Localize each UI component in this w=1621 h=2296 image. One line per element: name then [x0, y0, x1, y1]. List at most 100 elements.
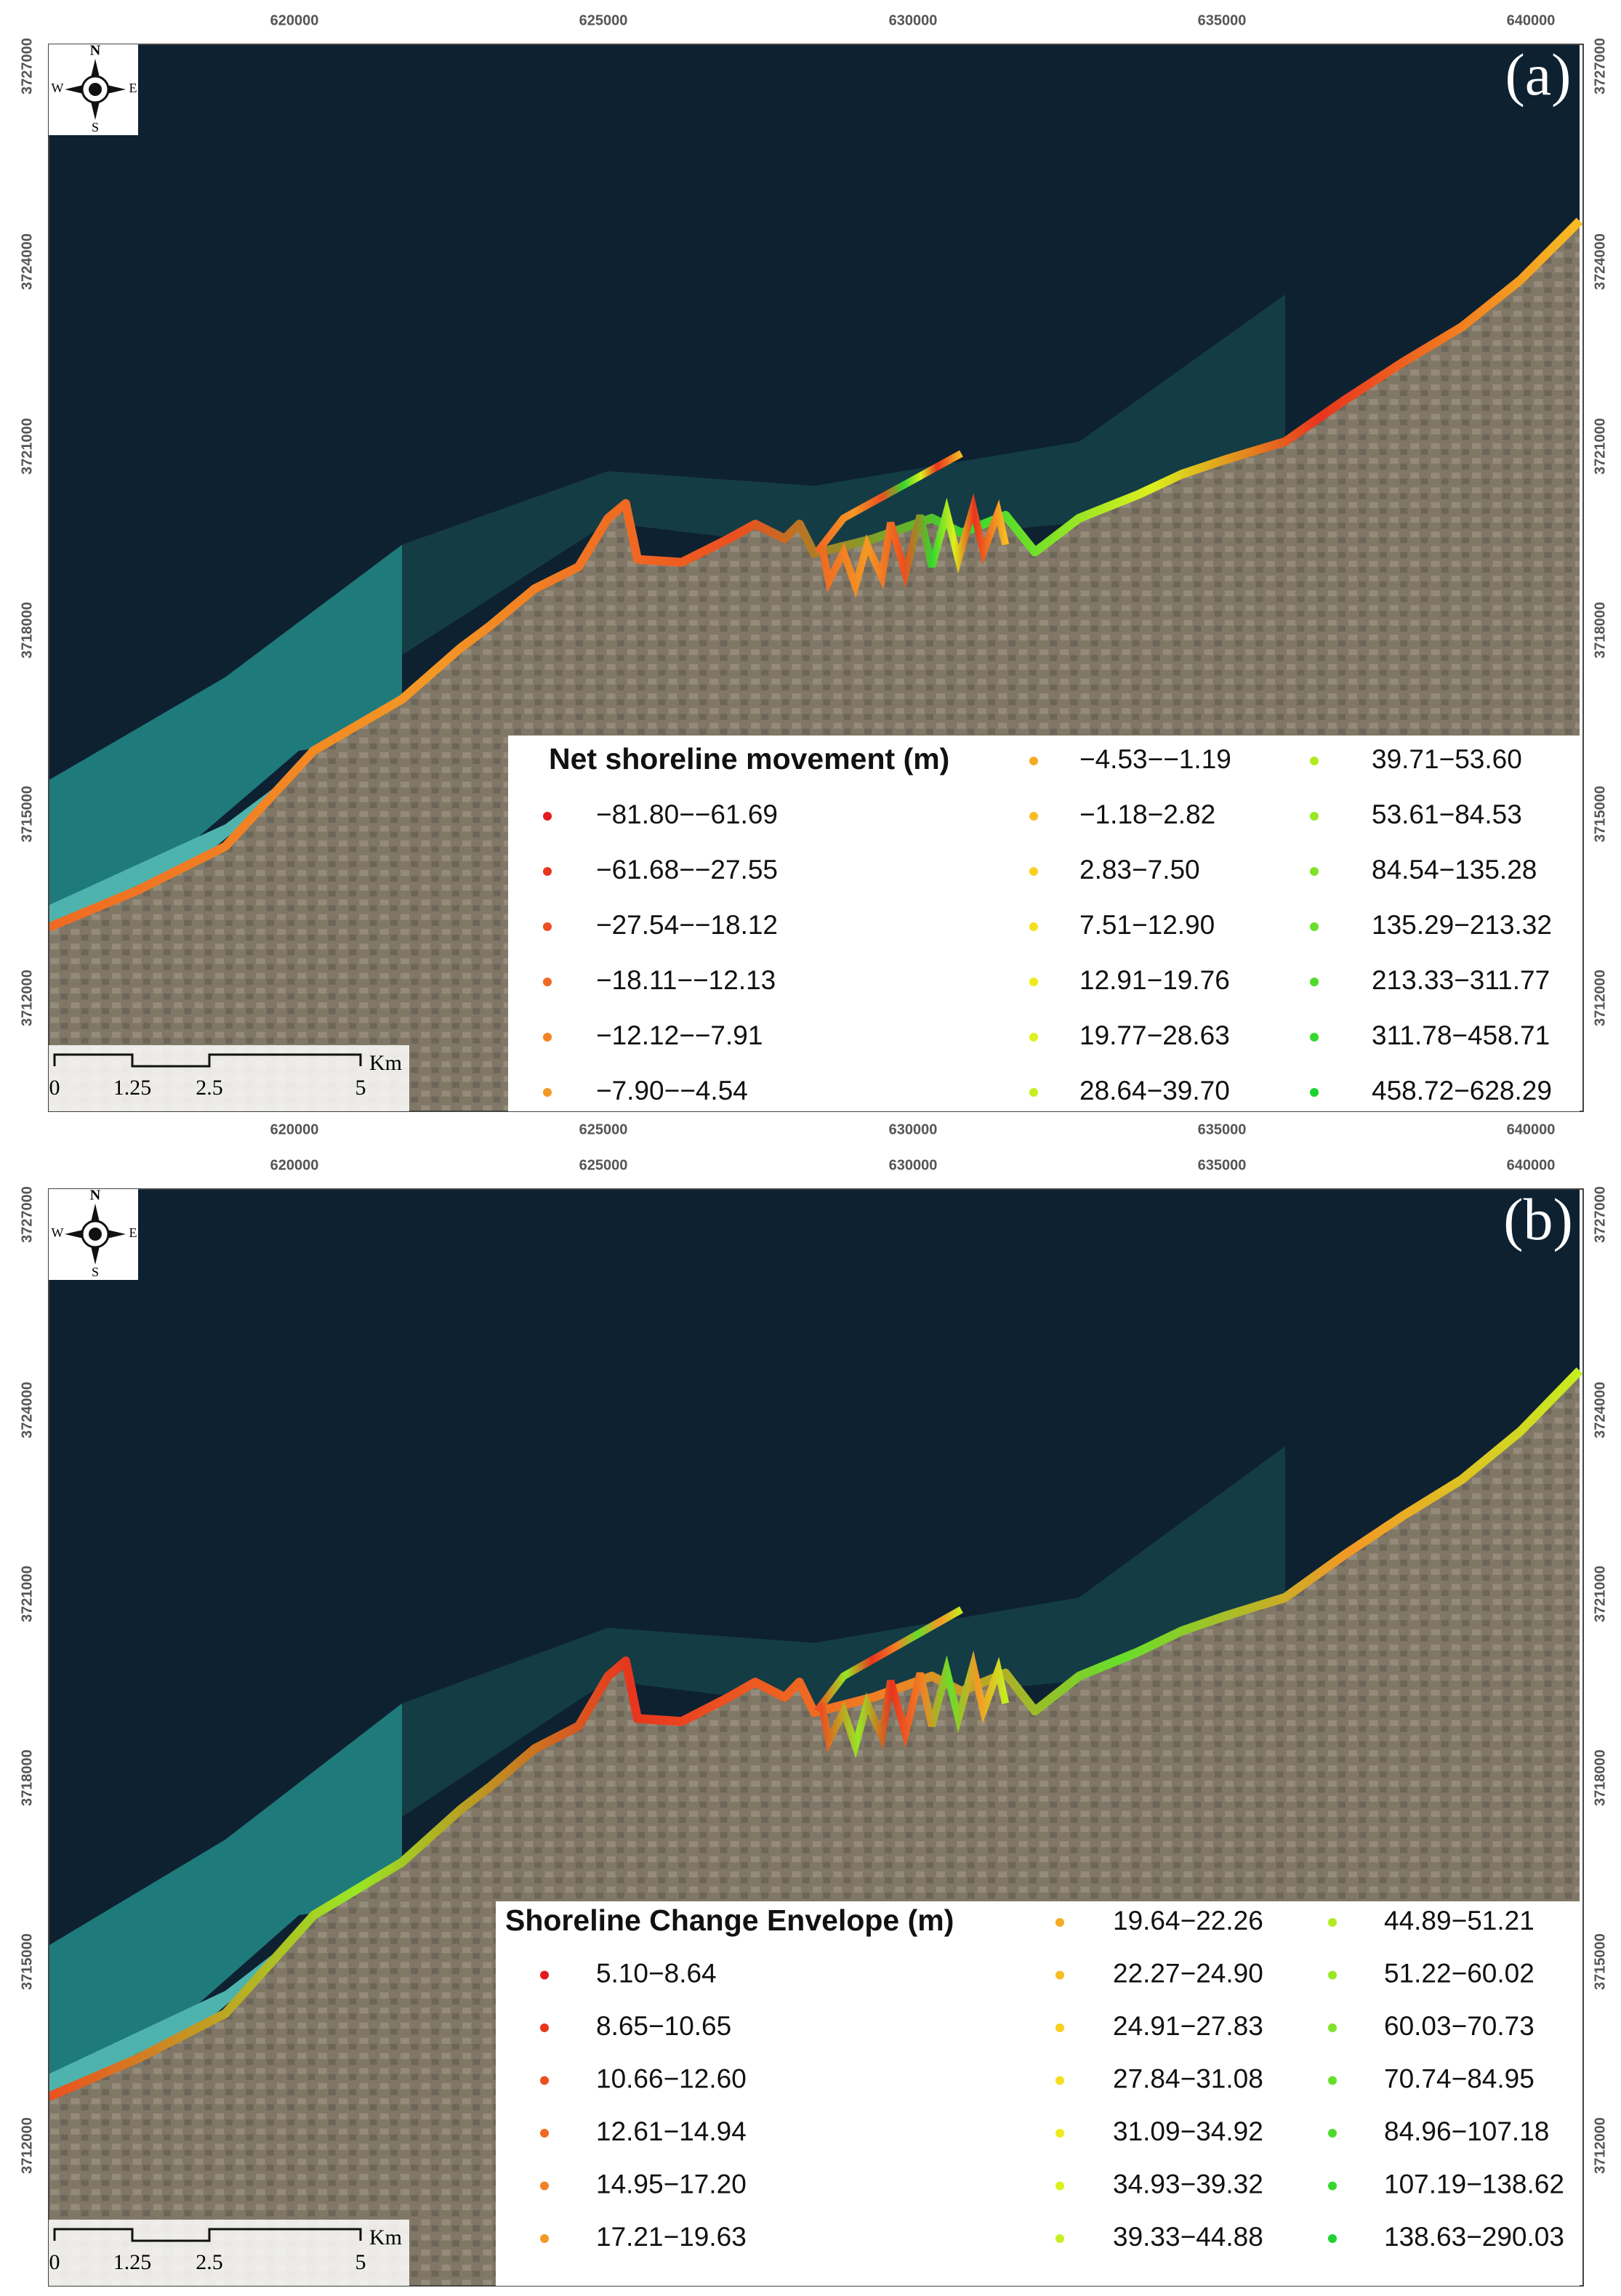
- legend-swatch: [1055, 2076, 1064, 2085]
- scale-label: 5: [355, 2250, 366, 2274]
- legend-label: 44.89−51.21: [1384, 1906, 1534, 1936]
- legend-label: 70.74−84.95: [1384, 2063, 1534, 2093]
- x-tick-label-top: 640000: [1507, 12, 1556, 28]
- x-tick-label-top: 630000: [889, 12, 938, 28]
- map-panel: 6200006200006250006250006300006300006350…: [19, 1157, 1608, 2287]
- y-tick-label-right: 3718000: [1592, 602, 1608, 658]
- legend-swatch: [540, 2129, 549, 2138]
- legend-swatch: [543, 1033, 552, 1042]
- legend-swatch: [540, 2234, 549, 2243]
- y-tick-label-left: 3715000: [19, 1933, 35, 1990]
- shoreline: [49, 1367, 1583, 2101]
- y-tick-label-right: 3724000: [1592, 1382, 1608, 1438]
- legend-label: −61.68−−27.55: [596, 855, 778, 885]
- legend-label: 5.10−8.64: [596, 1958, 717, 1988]
- y-tick-label-left: 3727000: [19, 1186, 35, 1243]
- y-tick-label-left: 3727000: [19, 38, 35, 94]
- legend-swatch: [1029, 867, 1038, 876]
- legend-label: 34.93−39.32: [1113, 2169, 1263, 2199]
- legend-label: 22.27−24.90: [1113, 1958, 1263, 1988]
- scale-label: 0: [49, 2250, 60, 2274]
- x-tick-label-bottom: 635000: [1198, 1121, 1247, 1137]
- legend-swatch: [540, 2181, 549, 2191]
- y-tick-label-left: 3712000: [19, 2117, 35, 2174]
- legend-label: 135.29−213.32: [1372, 910, 1552, 940]
- scale-label: 2.5: [196, 1076, 223, 1100]
- legend-label: 107.19−138.62: [1384, 2169, 1564, 2199]
- legend-label: 14.95−17.20: [596, 2169, 747, 2199]
- legend-swatch: [1055, 2234, 1064, 2243]
- scale-label: 1.25: [113, 1076, 152, 1100]
- x-tick-label-top: 630000: [889, 1157, 938, 1173]
- y-tick-label-right: 3715000: [1592, 786, 1608, 842]
- legend-swatch: [1328, 2076, 1337, 2085]
- legend-label: 12.91−19.76: [1079, 965, 1230, 995]
- legend-label: −27.54−−18.12: [596, 910, 778, 940]
- compass-center: [89, 1228, 102, 1241]
- legend-label: 24.91−27.83: [1113, 2011, 1263, 2041]
- docks: [818, 1650, 1010, 1759]
- compass-s: S: [92, 120, 99, 134]
- coastal-water: [49, 1703, 402, 2112]
- legend-swatch: [540, 1970, 549, 1980]
- y-tick-label-left: 3715000: [19, 786, 35, 842]
- y-tick-label-right: 3721000: [1592, 1566, 1608, 1622]
- x-tick-label-top: 635000: [1198, 1157, 1247, 1173]
- docks: [818, 493, 1010, 598]
- legend-swatch: [1055, 1970, 1064, 1980]
- x-tick-label-bottom: 630000: [889, 1121, 938, 1137]
- scale-label: 1.25: [113, 2250, 152, 2274]
- legend-swatch: [1310, 867, 1319, 876]
- scale-label: 5: [355, 1076, 366, 1100]
- coastal-water: [49, 544, 402, 943]
- y-tick-label-left: 3718000: [19, 602, 35, 658]
- map-panel: 6200006200006250006250006300006300006350…: [19, 12, 1608, 1137]
- scale-bar-box: [49, 1045, 409, 1111]
- legend-label: 27.84−31.08: [1113, 2063, 1263, 2093]
- scale-label: 0: [49, 1076, 60, 1100]
- y-tick-label-left: 3721000: [19, 1566, 35, 1622]
- legend-swatch: [1328, 2234, 1337, 2243]
- x-tick-label-top: 625000: [579, 12, 628, 28]
- legend-label: 51.22−60.02: [1384, 1958, 1534, 1988]
- legend-label: 60.03−70.73: [1384, 2011, 1534, 2041]
- compass-s: S: [92, 1265, 99, 1279]
- legend-swatch: [1055, 2181, 1064, 2191]
- legend-swatch: [1029, 757, 1038, 765]
- legend-label: 311.78−458.71: [1372, 1020, 1550, 1050]
- legend-swatch: [1310, 812, 1319, 821]
- legend-swatch: [540, 2076, 549, 2085]
- y-tick-label-right: 3727000: [1592, 38, 1608, 94]
- x-tick-label-top: 640000: [1507, 1157, 1556, 1173]
- x-tick-label-top: 635000: [1198, 12, 1247, 28]
- legend-swatch: [540, 2023, 549, 2032]
- scale-bar-box: [49, 2220, 409, 2286]
- panel-label: (b): [1503, 1186, 1573, 1252]
- legend-label: 10.66−12.60: [596, 2063, 747, 2093]
- jetty: [814, 1606, 963, 1714]
- scale-bar: [53, 1053, 362, 1068]
- legend-box: [496, 1901, 1580, 2286]
- x-tick-label-top: 620000: [270, 12, 319, 28]
- shallow-water: [402, 1446, 1286, 1817]
- legend-swatch: [1055, 2129, 1064, 2138]
- y-tick-label-right: 3724000: [1592, 233, 1608, 290]
- x-tick-label-bottom: 620000: [270, 1121, 319, 1137]
- legend-label: 39.33−44.88: [1113, 2222, 1263, 2252]
- legend-label: 7.51−12.90: [1079, 910, 1215, 940]
- legend-swatch: [1328, 2023, 1337, 2032]
- legend-label: 31.09−34.92: [1113, 2116, 1263, 2146]
- scale-unit: Km: [369, 1051, 402, 1075]
- compass-n: N: [90, 1188, 101, 1204]
- legend-swatch: [1328, 2181, 1337, 2191]
- legend-label: 84.96−107.18: [1384, 2116, 1549, 2146]
- legend-label: −1.18−2.82: [1079, 799, 1215, 829]
- legend-swatch: [1310, 978, 1319, 986]
- legend-label: −7.90−−4.54: [596, 1076, 748, 1105]
- legend-label: 39.71−53.60: [1372, 744, 1522, 774]
- y-tick-label-left: 3724000: [19, 233, 35, 290]
- legend-label: 17.21−19.63: [596, 2222, 747, 2252]
- legend-label: −12.12−−7.91: [596, 1020, 763, 1050]
- scale-bar: [53, 2228, 362, 2242]
